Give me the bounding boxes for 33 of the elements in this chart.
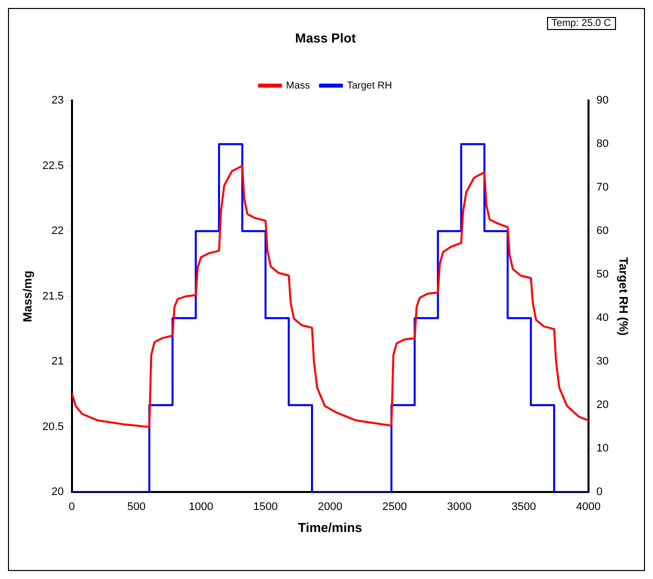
- x-axis-title: Time/mins: [298, 520, 362, 535]
- y2-tick-label: 80: [596, 138, 609, 150]
- x-tick-label: 3500: [512, 500, 536, 513]
- legend-label: Mass: [286, 80, 310, 92]
- x-tick-label: 2500: [382, 500, 407, 513]
- x-tick-label: 2000: [318, 500, 342, 513]
- chart-title: Mass Plot: [295, 30, 357, 46]
- y2-tick-label: 20: [596, 399, 609, 412]
- y-tick-label: 21.5: [42, 290, 64, 302]
- y-tick-label: 20: [52, 486, 64, 498]
- x-tick-label: 4000: [576, 500, 601, 513]
- y-tick-label: 21: [52, 356, 64, 368]
- y2-tick-label: 10: [596, 442, 609, 455]
- y-tick-label: 22.5: [42, 160, 64, 172]
- y-tick-label: 23: [52, 94, 64, 107]
- y-tick-label: 22: [52, 225, 64, 238]
- y-axis-title: Mass/mg: [20, 270, 35, 322]
- x-tick-label: 500: [127, 500, 146, 513]
- x-tick-label: 0: [68, 500, 75, 513]
- y2-tick-label: 90: [596, 94, 609, 107]
- y2-tick-label: 30: [596, 356, 609, 368]
- y2-tick-label: 0: [596, 486, 602, 498]
- x-tick-label: 3000: [446, 500, 472, 513]
- x-tick-label: 1500: [253, 500, 278, 513]
- x-tick-label: 1000: [188, 500, 214, 513]
- y2-tick-label: 70: [596, 182, 609, 194]
- text: Temp: 25.0 C: [546, 17, 616, 30]
- y2-axis-title: Target RH (%): [616, 257, 630, 336]
- y2-tick-label: 50: [596, 268, 609, 281]
- y2-tick-label: 60: [596, 225, 609, 238]
- legend-label: Target RH: [346, 80, 392, 92]
- y-tick-label: 20.5: [42, 420, 64, 433]
- y2-tick-label: 40: [596, 312, 609, 324]
